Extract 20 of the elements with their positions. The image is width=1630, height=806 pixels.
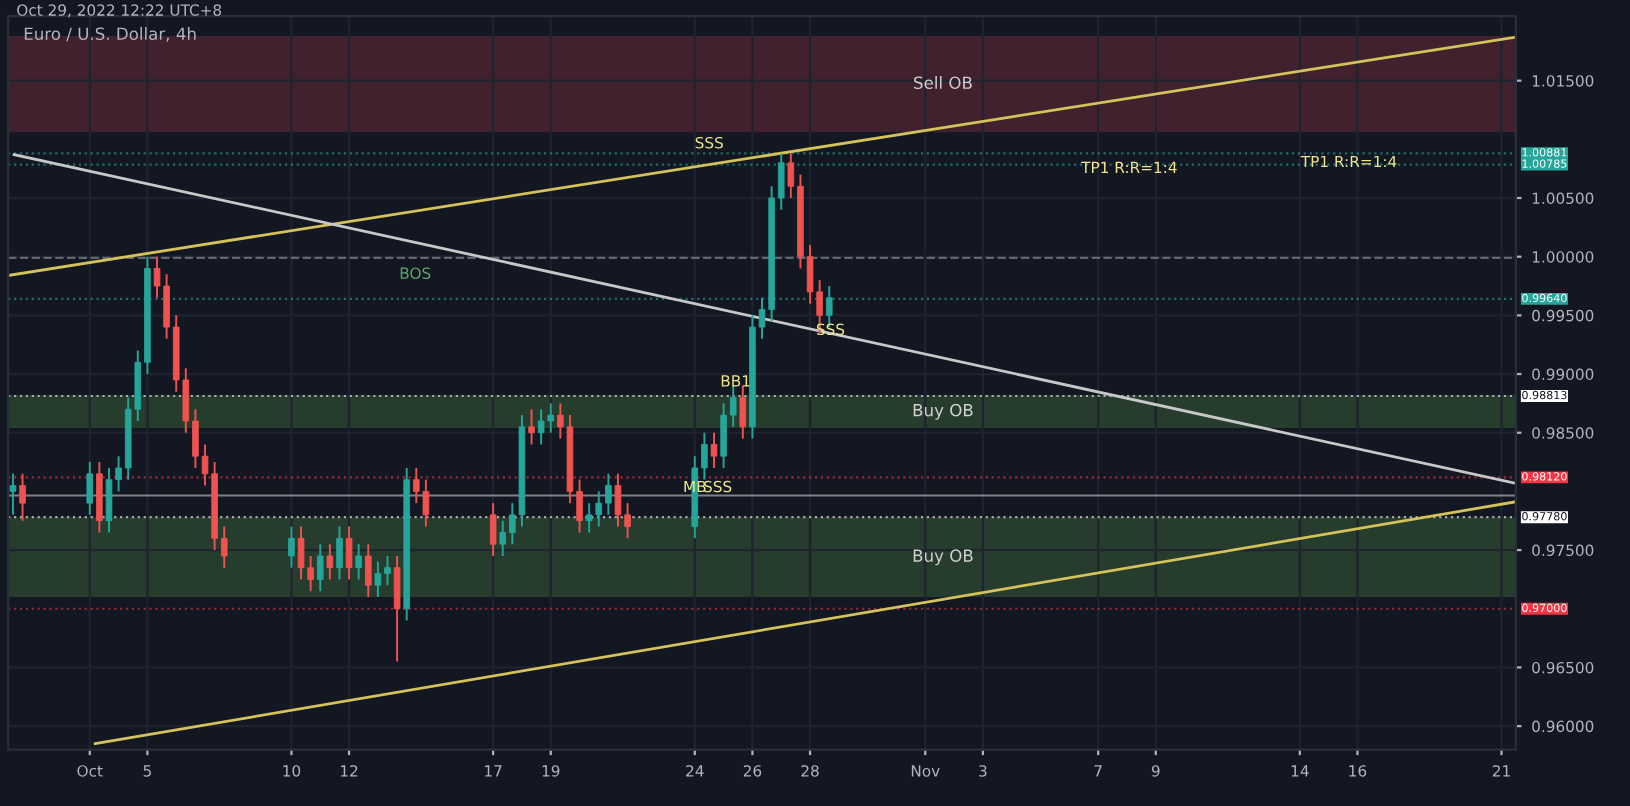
candlestick — [96, 461, 103, 534]
text: Euro / U.S. Dollar, 4h — [24, 27, 196, 42]
candlestick — [316, 543, 324, 593]
candlestick — [710, 431, 718, 469]
candlestick — [336, 525, 343, 581]
candlestick — [19, 472, 26, 522]
candlestick — [739, 384, 747, 440]
candlestick — [9, 472, 17, 516]
candlestick — [393, 554, 401, 663]
band-label: Sell OB — [914, 76, 972, 90]
band-label: Buy OB — [913, 403, 973, 420]
candlestick — [355, 543, 362, 581]
band-label: Buy OB — [913, 549, 973, 566]
candlestick — [288, 525, 295, 569]
candlestick — [528, 408, 535, 446]
candlestick — [86, 461, 94, 516]
candlestick — [345, 525, 353, 581]
candlestick — [364, 543, 372, 598]
candlestick — [489, 502, 497, 557]
candlestick — [326, 543, 334, 581]
